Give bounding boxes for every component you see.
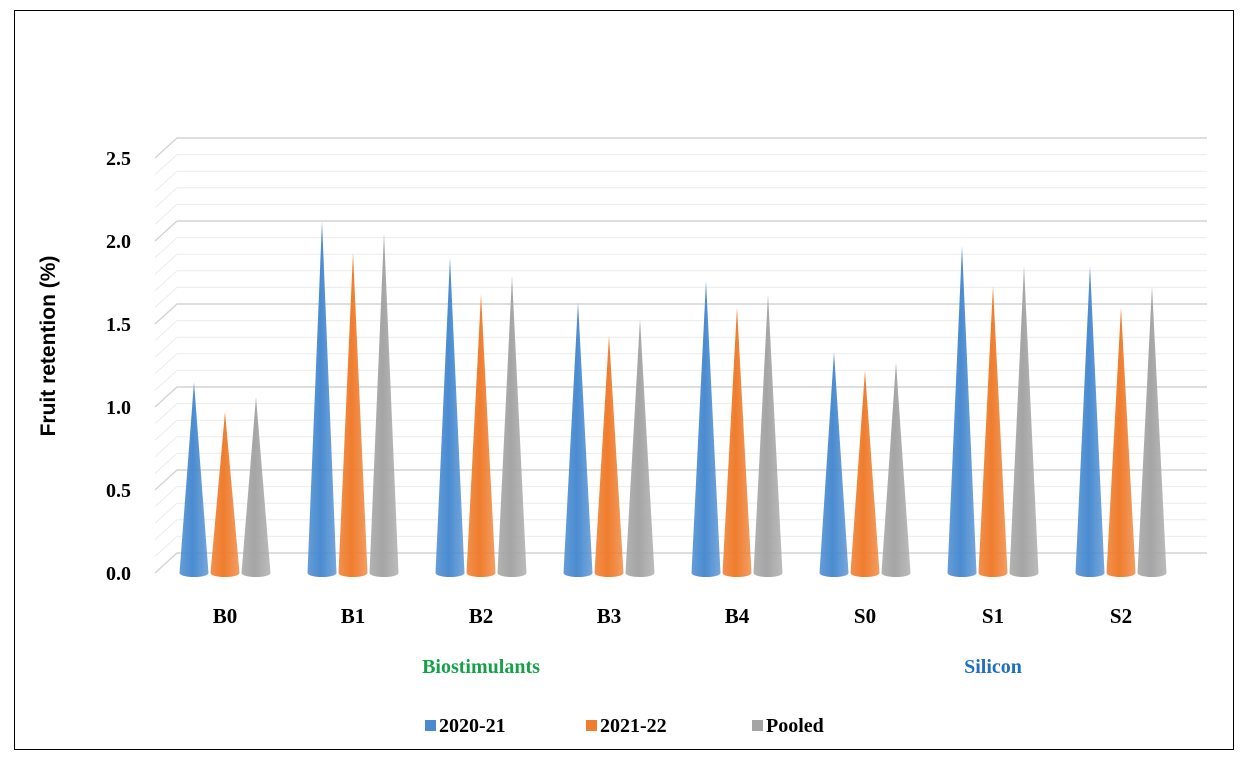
gridline	[154, 320, 1207, 341]
gridline	[154, 220, 1207, 242]
y-axis-ticks: 0.0 0.5 1.0 1.5 2.0 2.5	[106, 148, 131, 585]
bar-S2-2020-21	[1075, 265, 1105, 577]
bar-B1-Pooled	[369, 232, 399, 577]
bar-S1-2020-21	[947, 245, 977, 578]
bar-S2-Pooled	[1137, 285, 1167, 577]
gridlines	[154, 137, 1207, 574]
bar-B0-2021-22	[210, 411, 240, 577]
bar-B2-2021-22	[466, 294, 496, 577]
x-axis-categories: B0 B1 B2 B3 B4 S0 S1 S2	[213, 604, 1132, 628]
group-label: Biostimulants	[422, 656, 540, 678]
bar-B2-2020-21	[435, 257, 465, 577]
legend-swatch	[425, 720, 436, 731]
category-label: B3	[597, 604, 622, 628]
gridline	[154, 353, 1207, 375]
bar-S1-Pooled	[1009, 265, 1039, 577]
gridline	[154, 137, 1207, 159]
bar-B0-Pooled	[241, 397, 271, 577]
gridline	[154, 369, 1207, 391]
bars	[179, 221, 1167, 578]
category-label: S1	[982, 604, 1004, 628]
bar-B0-2020-21	[179, 382, 209, 577]
y-tick-label: 0.5	[106, 480, 131, 502]
gridline	[154, 386, 1207, 408]
bar-B1-2021-22	[338, 252, 368, 577]
legend-label: Pooled	[766, 715, 824, 737]
bar-B1-2020-21	[307, 221, 337, 577]
gridline	[154, 253, 1207, 275]
y-tick-label: 1.0	[106, 397, 131, 419]
y-tick-label: 0.0	[106, 563, 131, 585]
gridline	[154, 187, 1207, 209]
bar-S0-Pooled	[881, 362, 911, 577]
legend-label: 2021-22	[600, 715, 667, 737]
category-label: B1	[341, 604, 366, 628]
legend-label: 2020-21	[439, 715, 506, 737]
category-label: B0	[213, 604, 238, 628]
bar-B4-2020-21	[691, 280, 721, 577]
gridline	[154, 303, 1207, 325]
gridline	[154, 237, 1207, 258]
gridline	[154, 286, 1207, 308]
bar-B3-Pooled	[625, 319, 655, 577]
bar-S1-2021-22	[978, 285, 1008, 577]
bar-S0-2020-21	[819, 352, 849, 577]
y-tick-label: 1.5	[106, 314, 131, 336]
cone-bar-chart: 0.0 0.5 1.0 1.5 2.0 2.5 Fruit retention (%) B…	[37, 137, 1207, 737]
y-tick-label: 2.0	[106, 231, 131, 253]
bar-B2-Pooled	[497, 275, 527, 577]
gridline	[154, 336, 1207, 358]
chart-frame: 0.0 0.5 1.0 1.5 2.0 2.5 Fruit retention (%) B…	[14, 10, 1234, 750]
category-label: B4	[725, 604, 750, 628]
category-label: B2	[469, 604, 494, 628]
bar-S0-2021-22	[850, 370, 880, 577]
gridline	[154, 170, 1207, 192]
gridline	[154, 154, 1207, 175]
gridline	[154, 270, 1207, 292]
bar-B4-2021-22	[722, 307, 752, 577]
bar-B4-Pooled	[753, 294, 783, 577]
bar-B3-2021-22	[594, 335, 624, 577]
y-tick-label: 2.5	[106, 148, 131, 170]
legend-swatch	[752, 720, 763, 731]
bar-S2-2021-22	[1106, 307, 1136, 577]
group-label: Silicon	[964, 656, 1022, 678]
category-label: S2	[1110, 604, 1132, 628]
gridline	[154, 203, 1207, 225]
bar-B3-2020-21	[563, 302, 593, 577]
legend-swatch	[586, 720, 597, 731]
legend: 2020-21 2021-22 Pooled	[425, 715, 824, 737]
category-label: S0	[854, 604, 876, 628]
group-labels: Biostimulants Silicon	[422, 656, 1022, 678]
y-axis-label: Fruit retention (%)	[37, 256, 60, 437]
